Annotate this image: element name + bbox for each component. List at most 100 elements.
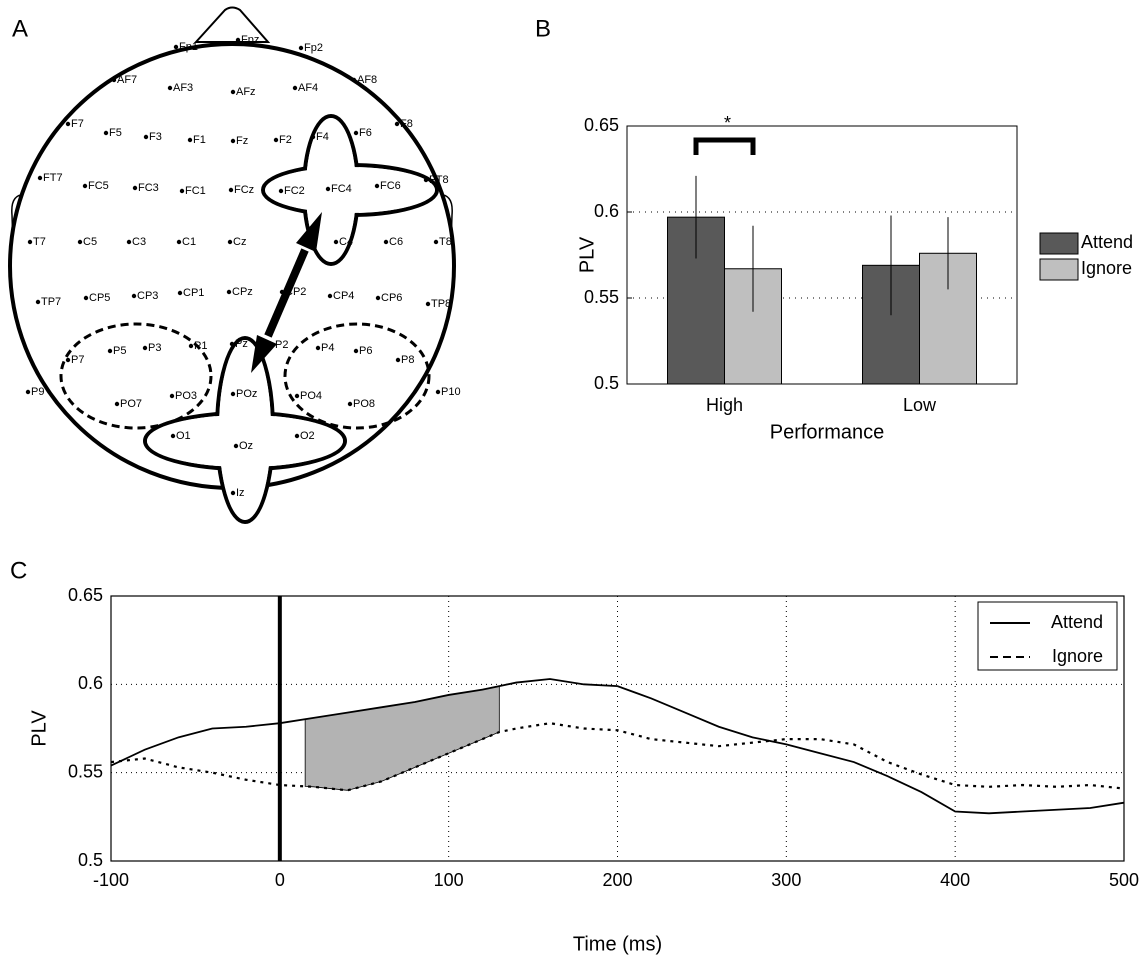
electrode-dot [333, 239, 339, 245]
electrode-dot [132, 185, 138, 191]
x-tick-label: 500 [1109, 870, 1139, 890]
electrode-dot [107, 348, 113, 354]
electrode-label: F4 [316, 131, 329, 143]
electrode-label: FC2 [284, 185, 305, 197]
electrode-label: CP5 [89, 292, 110, 304]
electrode-label: O1 [176, 430, 191, 442]
electrode-dot [131, 293, 137, 299]
head [8, 6, 456, 524]
electrode-dot [142, 345, 148, 351]
electrode-dot [394, 121, 400, 127]
panel-label: C [10, 557, 27, 584]
electrode-label: PO4 [300, 390, 322, 402]
electrode-label: POz [236, 388, 257, 400]
electrode-dot [351, 77, 357, 83]
electrode-dot [327, 293, 333, 299]
y-tick-label: 0.55 [584, 287, 619, 307]
series-line [110, 678, 1125, 815]
y-axis-label: PLV [28, 710, 50, 747]
electrode-label: Fpz [241, 34, 259, 46]
electrode-label: P9 [31, 386, 44, 398]
electrode-label: C5 [83, 236, 97, 248]
electrode-label: Iz [236, 487, 245, 499]
y-tick-label: 0.65 [68, 585, 103, 605]
axes-box [110, 595, 1125, 862]
electrode-label: AF3 [173, 82, 193, 94]
y-tick-label: 0.5 [78, 850, 103, 870]
series-line [110, 722, 1125, 792]
y-tick-label: 0.55 [68, 761, 103, 781]
electrode-dot [325, 186, 331, 192]
y-tick-label: 0.6 [594, 201, 619, 221]
electrode-dot [294, 393, 300, 399]
electrode-label: Fp2 [304, 42, 323, 54]
electrode-dot [65, 357, 71, 363]
electrode-label: T7 [33, 236, 46, 248]
electrode-dot [82, 183, 88, 189]
electrode-dot [230, 138, 236, 144]
electrode-label: CP6 [381, 292, 402, 304]
electrode-dot [188, 343, 194, 349]
electrode-label: FC5 [88, 180, 109, 192]
electrode-dot [227, 239, 233, 245]
electrode-label: P3 [148, 342, 161, 354]
electrode-label: CPz [232, 286, 253, 298]
panel-label: A [12, 15, 28, 42]
electrode-label: CP3 [137, 290, 158, 302]
electrode-dot [114, 401, 120, 407]
electrode-dot [126, 239, 132, 245]
electrode-dot [395, 357, 401, 363]
x-axis-label: Time (ms) [573, 933, 662, 955]
electrode-dot [235, 37, 241, 43]
electrode-dot [230, 490, 236, 496]
region [59, 322, 213, 430]
electrode-dot [310, 134, 316, 140]
y-tick-label: 0.65 [584, 115, 619, 135]
electrode-dot [347, 401, 353, 407]
electrode-dot [25, 389, 31, 395]
electrode-label: P1 [194, 340, 207, 352]
electrode-label: AF7 [117, 74, 137, 86]
electrode-dot [169, 393, 175, 399]
legend-label: Attend [1081, 232, 1133, 252]
electrode-label: FC3 [138, 182, 159, 194]
electrode-dot [111, 77, 117, 83]
electrodes: Fp1 Fpz Fp2 AF7 AF3 AFz AF4 AF8 F7 F5 F3 F1 Fz F2 F4 F6… [25, 34, 461, 499]
electrode-label: FC1 [185, 185, 206, 197]
electrode-dot [298, 45, 304, 51]
electrode-label: Cz [233, 236, 246, 248]
electrode-dot [35, 299, 41, 305]
electrode-label: C6 [389, 236, 403, 248]
electrode-dot [103, 130, 109, 136]
electrode-label: P6 [359, 345, 372, 357]
legend-label: Ignore [1081, 258, 1132, 278]
electrode-label: FT8 [429, 174, 449, 186]
electrode-dot [176, 239, 182, 245]
electrode-label: F8 [400, 118, 413, 130]
electrode-label: AFz [236, 86, 256, 98]
electrode-dot [433, 239, 439, 245]
y-tick-label: 0.6 [78, 673, 103, 693]
electrode-label: C1 [182, 236, 196, 248]
electrode-dot [435, 389, 441, 395]
x-tick-label: Low [903, 395, 937, 415]
electrode-label: Fz [236, 135, 248, 147]
legend-box [977, 601, 1118, 671]
shaded-region [304, 685, 500, 791]
electrode-dot [27, 239, 33, 245]
electrode-dot [233, 443, 239, 449]
x-tick-label: -100 [93, 870, 129, 890]
electrode-label: FT7 [43, 172, 63, 184]
x-tick-label: 300 [771, 870, 801, 890]
y-tick-label: 0.5 [594, 373, 619, 393]
electrode-label: FC4 [331, 183, 352, 195]
electrode-dot [230, 89, 236, 95]
electrode-label: F7 [71, 118, 84, 130]
electrode-dot [374, 183, 380, 189]
panel-label: B [535, 15, 551, 42]
electrode-dot [423, 177, 429, 183]
electrode-dot [230, 391, 236, 397]
y-axis-label: PLV [576, 236, 598, 273]
electrode-label: Oz [239, 440, 253, 452]
